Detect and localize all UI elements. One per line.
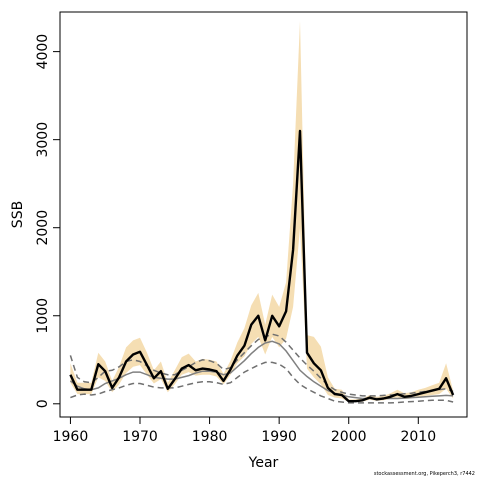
y-tick-label: 4000 (35, 34, 51, 70)
plot-area (69, 20, 455, 404)
axes: 1960 1970 1980 1990 2000 2010 0 1000 2000 3000 400… (35, 34, 436, 445)
x-tick-label: 2000 (331, 429, 367, 445)
plot-frame (59, 11, 468, 418)
y-tick-label: 1000 (35, 298, 51, 334)
y-axis-title: SSB (10, 201, 26, 228)
footnote: stockassessment.org, Pikeperch3, r7442 (373, 471, 475, 477)
x-tick-label: 1960 (53, 429, 89, 445)
ssb-estimate-line (69, 129, 455, 403)
x-tick-label: 1980 (192, 429, 228, 445)
y-tick-label: 2000 (35, 210, 51, 246)
y-tick-label: 3000 (35, 122, 51, 158)
x-tick-label: 1970 (122, 429, 158, 445)
y-tick-label: 0 (35, 399, 51, 408)
x-tick-label: 2010 (400, 429, 436, 445)
x-tick-label: 1990 (261, 429, 297, 445)
reference-median-line (69, 340, 454, 400)
x-axis-title: Year (248, 455, 279, 471)
reference-lower-line (70, 361, 454, 404)
